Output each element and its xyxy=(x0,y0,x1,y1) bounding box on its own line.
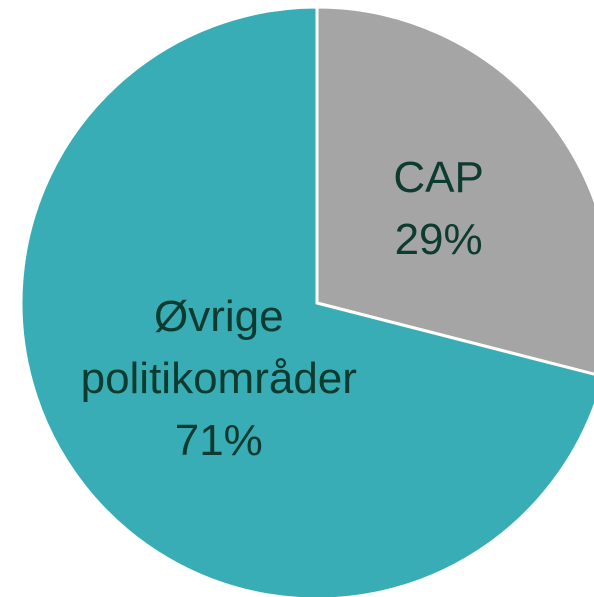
pie-slice xyxy=(315,5,594,376)
category-label: CAP xyxy=(393,152,484,202)
slice-label: CAP 29% xyxy=(259,147,594,271)
pie-slice xyxy=(19,5,594,597)
category-label: Øvrige politikområder xyxy=(80,292,357,404)
value-label: 71% xyxy=(174,416,263,466)
value-label: 29% xyxy=(394,214,483,264)
slice-label: Øvrige politikområder 71% xyxy=(39,286,399,472)
